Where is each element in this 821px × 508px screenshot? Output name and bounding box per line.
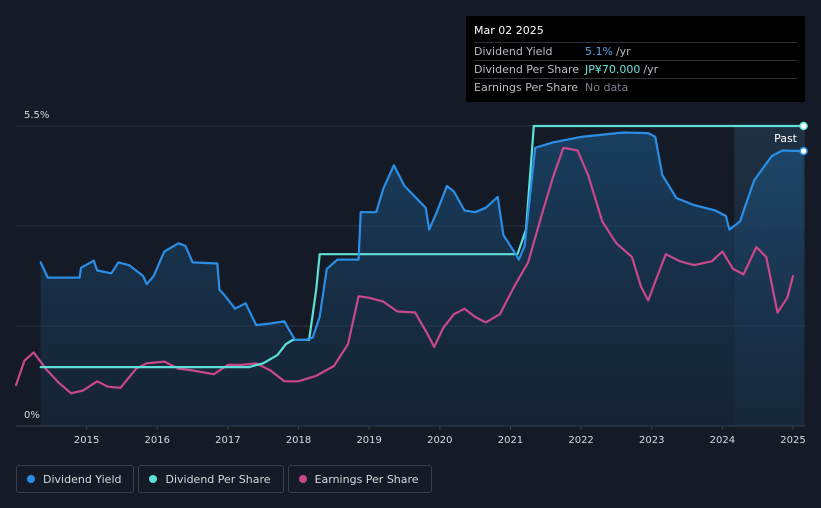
tooltip-unit: /yr	[615, 45, 631, 58]
legend-label: Dividend Yield	[43, 472, 122, 486]
tooltip-row-dividend-yield: Dividend Yield 5.1% /yr	[474, 43, 797, 61]
tooltip-label: Dividend Per Share	[474, 63, 580, 76]
dividend-yield-line	[39, 131, 805, 341]
tooltip-label: Dividend Yield	[474, 45, 553, 58]
y-tick-label: 5.5%	[24, 110, 49, 121]
tooltip-date: Mar 02 2025	[474, 22, 797, 43]
x-tick-label: 2025	[780, 435, 805, 446]
legend-earnings-per-share[interactable]: Earnings Per Share	[287, 465, 432, 493]
legend-dividend-yield[interactable]: Dividend Yield	[16, 465, 135, 493]
x-tick-label: 2017	[215, 435, 240, 446]
tooltip-value: JP¥70.000	[585, 63, 641, 76]
chart-legend: Dividend Yield Dividend Per Share Earnin…	[16, 465, 432, 493]
legend-dot-icon	[27, 475, 35, 483]
x-tick-label: 2023	[639, 435, 664, 446]
legend-label: Dividend Per Share	[165, 472, 271, 486]
x-tick-label: 2022	[568, 435, 593, 446]
x-tick-label: 2016	[145, 435, 170, 446]
dividend-yield-area	[40, 132, 804, 426]
x-tick-label: 2019	[356, 435, 381, 446]
legend-label: Earnings Per Share	[314, 472, 419, 486]
tooltip-value: 5.1%	[585, 45, 613, 58]
legend-dot-icon	[149, 475, 158, 483]
x-tick-label: 2020	[427, 435, 452, 446]
hover-tooltip: Mar 02 2025 Dividend Yield 5.1% /yr Divi…	[466, 16, 805, 102]
x-tick-label: 2015	[74, 435, 99, 446]
dividend-per-share-end-marker	[799, 121, 808, 131]
legend-dot-icon	[298, 475, 307, 483]
tooltip-label: Earnings Per Share	[474, 81, 579, 94]
tooltip-row-earnings-per-share: Earnings Per Share No data	[474, 79, 797, 96]
tooltip-value: No data	[585, 81, 629, 94]
x-tick-label: 2024	[710, 435, 735, 446]
x-tick-label: 2021	[498, 435, 523, 446]
y-tick-label: 0%	[24, 410, 40, 421]
past-label: Past	[774, 132, 798, 145]
tooltip-row-dividend-per-share: Dividend Per Share JP¥70.000 /yr	[474, 61, 797, 79]
tooltip-unit: /yr	[643, 63, 659, 76]
dividend-yield-end-marker	[799, 146, 808, 156]
legend-dividend-per-share[interactable]: Dividend Per Share	[138, 465, 284, 493]
x-tick-label: 2018	[286, 435, 311, 446]
